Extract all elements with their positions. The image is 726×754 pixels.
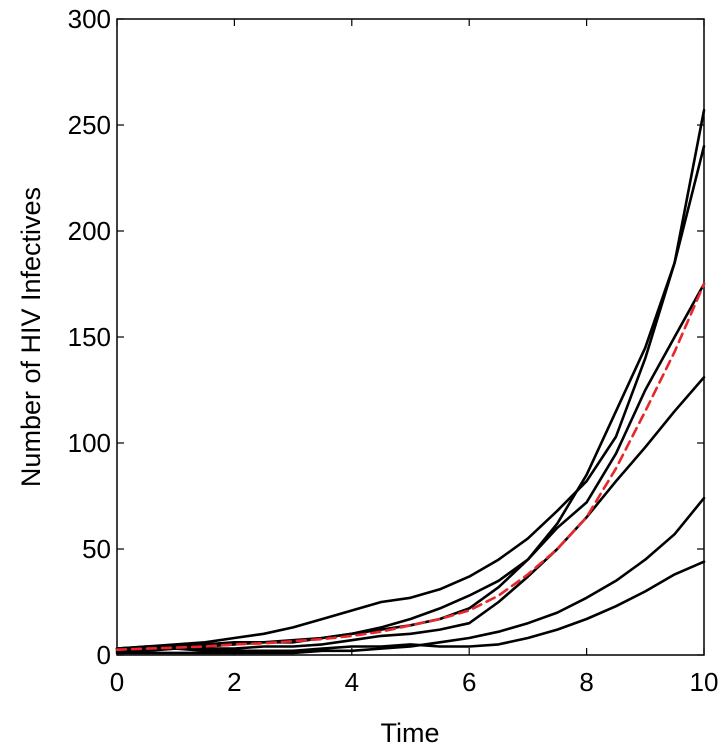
sample-path-line [115, 560, 706, 653]
x-tick-label: 10 [690, 667, 719, 697]
y-tick-label: 100 [68, 428, 111, 458]
x-tick-label: 0 [110, 667, 124, 697]
sample-path-line [115, 108, 706, 650]
x-axis-label: Time [381, 718, 440, 748]
y-tick-label: 50 [82, 534, 111, 564]
y-tick-label: 0 [97, 640, 111, 670]
y-tick-label: 300 [68, 4, 111, 34]
sample-path-line [115, 375, 706, 653]
sample-path-line [115, 496, 706, 655]
x-tick-label: 6 [462, 667, 476, 697]
x-tick-label: 4 [345, 667, 359, 697]
x-tick-label: 2 [227, 667, 241, 697]
y-tick-label: 200 [68, 216, 111, 246]
series-layer [115, 108, 706, 655]
y-tick-label: 150 [68, 322, 111, 352]
axis-ticks [116, 18, 705, 656]
mean-series-line [115, 282, 706, 652]
sample-path-line [115, 144, 706, 650]
plot-area [116, 18, 705, 656]
y-tick-label: 250 [68, 110, 111, 140]
x-tick-label: 8 [579, 667, 593, 697]
y-axis-label: Number of HIV Infectives [16, 187, 46, 487]
